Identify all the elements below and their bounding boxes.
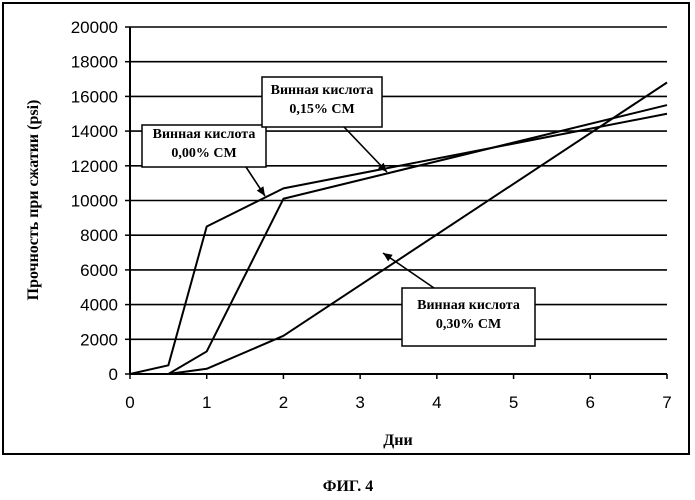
series-annotation-1: Винная кислота 0,15% СМ (262, 77, 387, 172)
series-annotation-0: Винная кислота 0,00% СМ (142, 125, 266, 196)
y-tick-label: 8000 (80, 226, 118, 245)
y-tick-label: 0 (109, 365, 118, 384)
x-tick-label: 4 (432, 393, 441, 412)
x-tick-label: 3 (355, 393, 364, 412)
annotation-label: 0,00% СМ (171, 146, 236, 161)
y-tick-label: 6000 (80, 261, 118, 280)
y-axis-title: Прочность при сжатии (psi) (25, 100, 42, 301)
annotation-label: 0,30% СМ (436, 317, 501, 332)
x-tick-label: 0 (125, 393, 134, 412)
y-tick-label: 2000 (80, 330, 118, 349)
figure-caption: ФИГ. 4 (323, 478, 374, 495)
x-tick-label: 6 (586, 393, 595, 412)
x-tick-label: 5 (509, 393, 518, 412)
gridlines (130, 27, 667, 339)
y-tick-label: 14000 (71, 122, 118, 141)
arrowhead (257, 186, 265, 196)
x-tick-label: 2 (279, 393, 288, 412)
y-tick-label: 18000 (71, 53, 118, 72)
series-annotations: Винная кислота 0,00% СМ Винная кислота 0,15… (142, 77, 535, 346)
arrowhead (383, 253, 393, 261)
y-tick-label: 16000 (71, 87, 118, 106)
annotation-label: Винная кислота (417, 298, 520, 313)
series-annotation-2: Винная кислота 0,30% СМ (383, 253, 535, 346)
x-axis-title: Дни (383, 432, 412, 449)
annotation-label: 0,15% СМ (289, 102, 354, 117)
y-tick-label: 12000 (71, 157, 118, 176)
x-tick-label: 1 (202, 393, 211, 412)
x-tick-label: 7 (662, 393, 671, 412)
annotation-label: Винная кислота (271, 83, 374, 98)
y-tick-label: 4000 (80, 296, 118, 315)
annotation-label: Винная кислота (153, 127, 256, 142)
y-tick-label: 20000 (71, 18, 118, 37)
y-tick-label: 10000 (71, 192, 118, 211)
x-tick-labels: 0 1 2 3 4 5 6 7 (125, 374, 671, 412)
y-tick-labels: 0 2000 4000 6000 8000 10000 12000 14000 16000 180… (71, 18, 130, 384)
